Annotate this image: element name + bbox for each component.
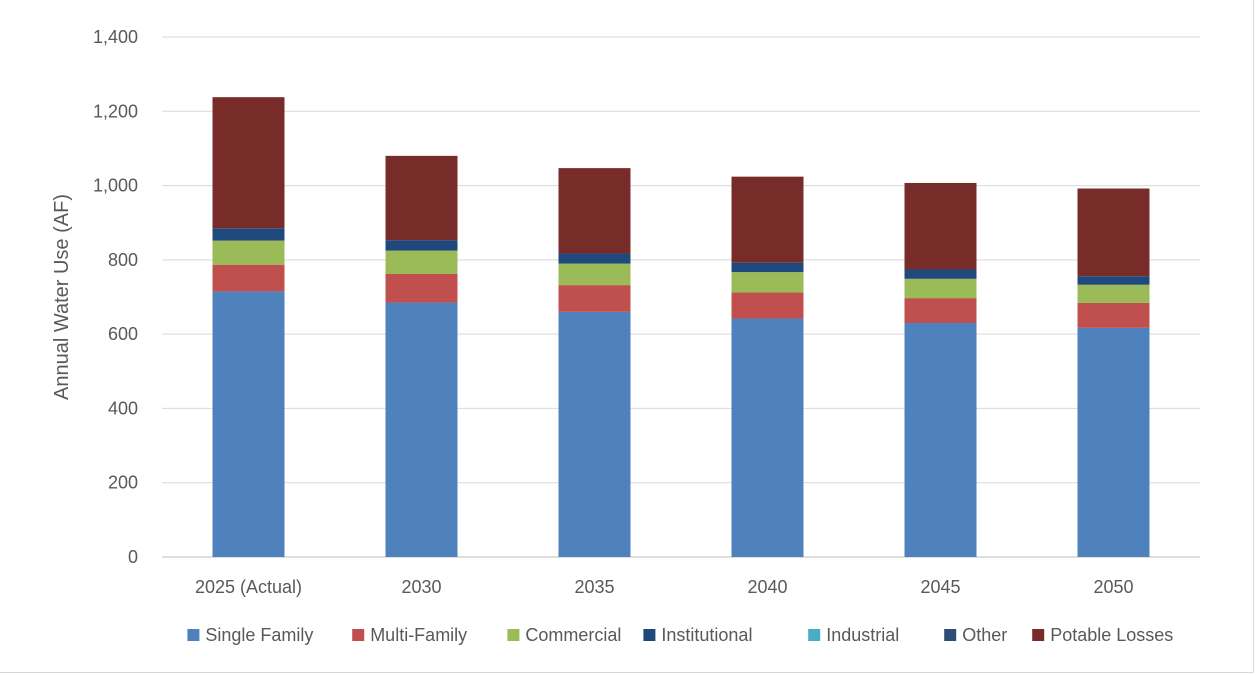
legend-swatch <box>1032 629 1045 641</box>
bar-segment-multi-family <box>558 285 631 312</box>
legend-swatch <box>944 629 957 641</box>
bar-segment-institutional <box>1077 276 1150 285</box>
y-tick-label: 200 <box>108 473 138 493</box>
bar-segment-institutional <box>731 262 804 273</box>
bar-segment-single-family <box>1077 327 1150 557</box>
legend-swatch <box>187 629 200 641</box>
legend-item: Single Family <box>187 625 313 645</box>
y-tick-label: 1,200 <box>93 101 138 121</box>
x-tick-label: 2050 <box>1093 577 1133 597</box>
bar-segment-commercial <box>731 272 804 293</box>
x-tick-label: 2045 <box>920 577 960 597</box>
legend-item: Other <box>944 625 1007 645</box>
bar-segment-multi-family <box>731 292 804 319</box>
bar-segment-potable-losses <box>385 155 458 241</box>
bar-segment-commercial <box>904 278 977 299</box>
bar-segment-single-family <box>731 318 804 557</box>
legend-item: Commercial <box>507 625 621 645</box>
bar-segment-multi-family <box>212 264 285 292</box>
bar-segment-institutional <box>385 240 458 251</box>
bar-segment-institutional <box>904 269 977 279</box>
legend-item: Industrial <box>808 625 899 645</box>
legend-label: Other <box>962 625 1007 645</box>
legend-label: Multi-Family <box>370 625 467 645</box>
bar-segment-institutional <box>212 228 285 241</box>
bar-segment-single-family <box>212 291 285 557</box>
legend: Single Family Multi-Family Commercial Insti… <box>187 625 1173 645</box>
legend-label: Commercial <box>525 625 621 645</box>
gridlines <box>162 36 1200 558</box>
bar-segment-potable-losses <box>558 168 631 254</box>
bar-segment-single-family <box>385 302 458 557</box>
bar-segment-potable-losses <box>212 97 285 229</box>
y-tick-label: 400 <box>108 398 138 418</box>
legend-swatch <box>352 629 365 641</box>
y-tick-label: 1,400 <box>93 27 138 47</box>
y-tick-label: 0 <box>128 547 138 567</box>
bar-segment-commercial <box>385 250 458 274</box>
bar-segment-potable-losses <box>904 182 977 270</box>
bar-segment-single-family <box>558 311 631 557</box>
y-tick-label: 1,000 <box>93 176 138 196</box>
legend-item: Multi-Family <box>352 625 467 645</box>
x-tick-label: 2035 <box>574 577 614 597</box>
x-tick-label: 2030 <box>401 577 441 597</box>
legend-item: Institutional <box>643 625 752 645</box>
legend-item: Potable Losses <box>1032 625 1173 645</box>
legend-swatch <box>808 629 821 641</box>
x-tick-label: 2025 (Actual) <box>195 577 302 597</box>
bar-segment-institutional <box>558 253 631 264</box>
bar-segment-multi-family <box>385 273 458 303</box>
bar-segment-single-family <box>904 323 977 557</box>
legend-label: Single Family <box>205 625 313 645</box>
y-tick-label: 600 <box>108 324 138 344</box>
bar-segment-commercial <box>212 240 285 265</box>
legend-swatch <box>643 629 656 641</box>
legend-label: Institutional <box>661 625 752 645</box>
y-tick-label: 800 <box>108 250 138 270</box>
legend-label: Potable Losses <box>1050 625 1173 645</box>
bar-segment-multi-family <box>1077 302 1150 328</box>
bar-segment-commercial <box>558 263 631 286</box>
x-tick-labels: 2025 (Actual) 2030 2035 2040 2045 2050 <box>195 577 1134 597</box>
bar-segment-potable-losses <box>1077 188 1150 277</box>
x-tick-label: 2040 <box>747 577 787 597</box>
y-tick-labels: 0 200 400 600 800 1,000 1,200 1,400 <box>93 27 138 567</box>
y-axis-title: Annual Water Use (AF) <box>51 194 73 400</box>
legend-label: Industrial <box>826 625 899 645</box>
legend-swatch <box>507 629 520 641</box>
bar-segment-commercial <box>1077 284 1150 303</box>
bars <box>212 97 1150 557</box>
bar-segment-potable-losses <box>731 176 804 263</box>
bar-segment-multi-family <box>904 298 977 323</box>
